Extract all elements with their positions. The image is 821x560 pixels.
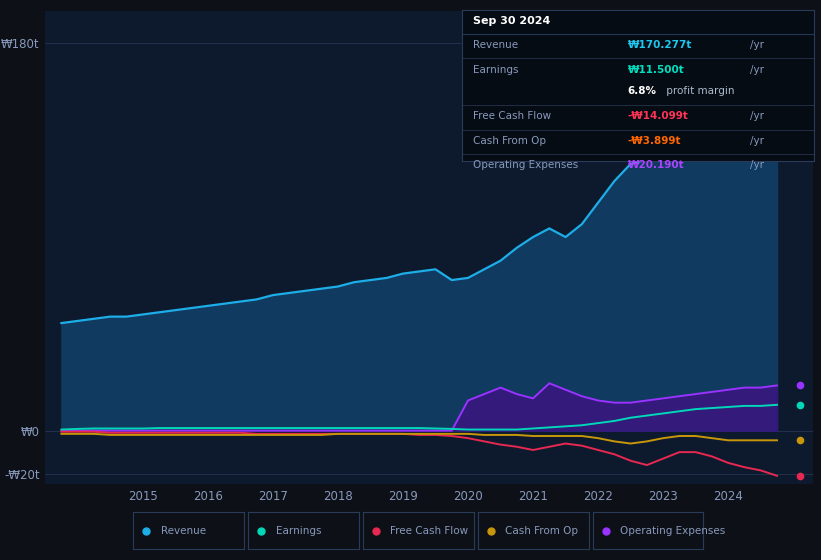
Text: Cash From Op: Cash From Op (506, 526, 578, 535)
Text: Revenue: Revenue (473, 40, 518, 50)
Text: 6.8%: 6.8% (627, 86, 656, 96)
Text: ₩20.190t: ₩20.190t (627, 160, 684, 170)
Text: Sep 30 2024: Sep 30 2024 (473, 16, 550, 26)
Text: -₩14.099t: -₩14.099t (627, 111, 688, 122)
Text: /yr: /yr (750, 136, 764, 146)
Text: Earnings: Earnings (473, 64, 518, 74)
Text: /yr: /yr (750, 40, 764, 50)
Text: ₩11.500t: ₩11.500t (627, 64, 684, 74)
Text: Earnings: Earnings (276, 526, 321, 535)
Text: Cash From Op: Cash From Op (473, 136, 546, 146)
Text: /yr: /yr (750, 64, 764, 74)
Text: /yr: /yr (750, 160, 764, 170)
Text: profit margin: profit margin (663, 86, 734, 96)
Text: Free Cash Flow: Free Cash Flow (391, 526, 469, 535)
Text: ₩170.277t: ₩170.277t (627, 40, 692, 50)
Text: Operating Expenses: Operating Expenses (473, 160, 578, 170)
Text: -₩3.899t: -₩3.899t (627, 136, 681, 146)
Text: Revenue: Revenue (161, 526, 206, 535)
Text: /yr: /yr (750, 111, 764, 122)
Text: Free Cash Flow: Free Cash Flow (473, 111, 551, 122)
Text: Operating Expenses: Operating Expenses (621, 526, 726, 535)
